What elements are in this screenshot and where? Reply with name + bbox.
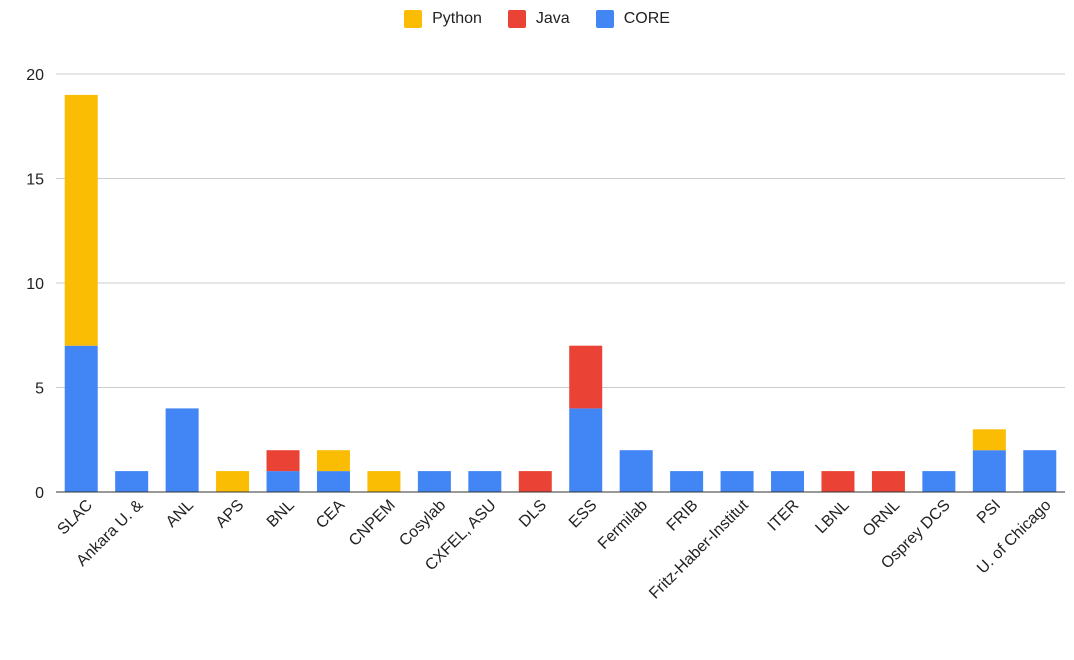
bar-core-14: [771, 471, 805, 492]
x-tick-label: ITER: [765, 497, 803, 535]
legend-swatch-java: [507, 10, 526, 28]
bar-core-8: [468, 471, 502, 492]
bar-python-18: [972, 429, 1006, 451]
x-tick-label: ESS: [566, 497, 601, 532]
x-tick-label: SLAC: [54, 497, 96, 539]
bar-core-5: [316, 471, 350, 492]
x-tick-label: LBNL: [812, 497, 852, 537]
x-tick-label: PSI: [974, 497, 1004, 527]
x-tick-label: Fritz-Haber-Institut: [646, 496, 752, 602]
x-tick-label: Fermilab: [595, 497, 651, 553]
x-tick-label: ORNL: [860, 497, 904, 541]
x-tick-label: ANL: [163, 497, 197, 531]
x-tick-label: CNPEM: [346, 497, 399, 550]
y-tick-label: 15: [26, 172, 44, 189]
bar-core-11: [619, 450, 653, 492]
chart-legend: Python Java CORE: [0, 10, 1074, 28]
x-tick-label: CEA: [313, 497, 349, 533]
bar-java-4: [266, 450, 300, 472]
bar-java-9: [518, 471, 552, 492]
bar-core-17: [922, 471, 956, 492]
y-tick-label: 10: [26, 276, 44, 293]
bar-core-18: [972, 450, 1006, 492]
legend-item-java: Java: [507, 10, 570, 28]
bar-python-6: [367, 471, 401, 492]
bar-core-12: [670, 471, 704, 492]
bar-core-0: [64, 345, 98, 492]
bar-core-1: [115, 471, 149, 492]
bar-core-4: [266, 471, 300, 492]
x-tick-label: DLS: [516, 497, 550, 531]
bar-java-10: [569, 345, 603, 409]
x-tick-label: BNL: [264, 497, 298, 531]
bar-core-10: [569, 408, 603, 492]
legend-label-python: Python: [432, 10, 482, 27]
bar-java-15: [821, 471, 855, 492]
bar-core-2: [165, 408, 199, 492]
bar-java-16: [871, 471, 905, 492]
y-tick-label: 20: [26, 67, 44, 84]
bar-python-0: [64, 94, 98, 346]
legend-swatch-core: [595, 10, 614, 28]
legend-swatch-python: [404, 10, 423, 28]
bar-python-3: [216, 471, 250, 492]
bar-core-7: [417, 471, 451, 492]
y-tick-label: 0: [35, 485, 44, 502]
legend-item-python: Python: [404, 10, 482, 28]
bar-core-13: [720, 471, 754, 492]
legend-label-java: Java: [535, 10, 570, 27]
legend-label-core: CORE: [623, 10, 670, 27]
y-tick-label: 5: [35, 381, 44, 398]
x-tick-label: FRIB: [664, 497, 702, 535]
bar-python-5: [316, 450, 350, 472]
x-tick-label: APS: [213, 497, 248, 532]
legend-item-core: CORE: [595, 10, 670, 28]
bar-core-19: [1023, 450, 1057, 492]
